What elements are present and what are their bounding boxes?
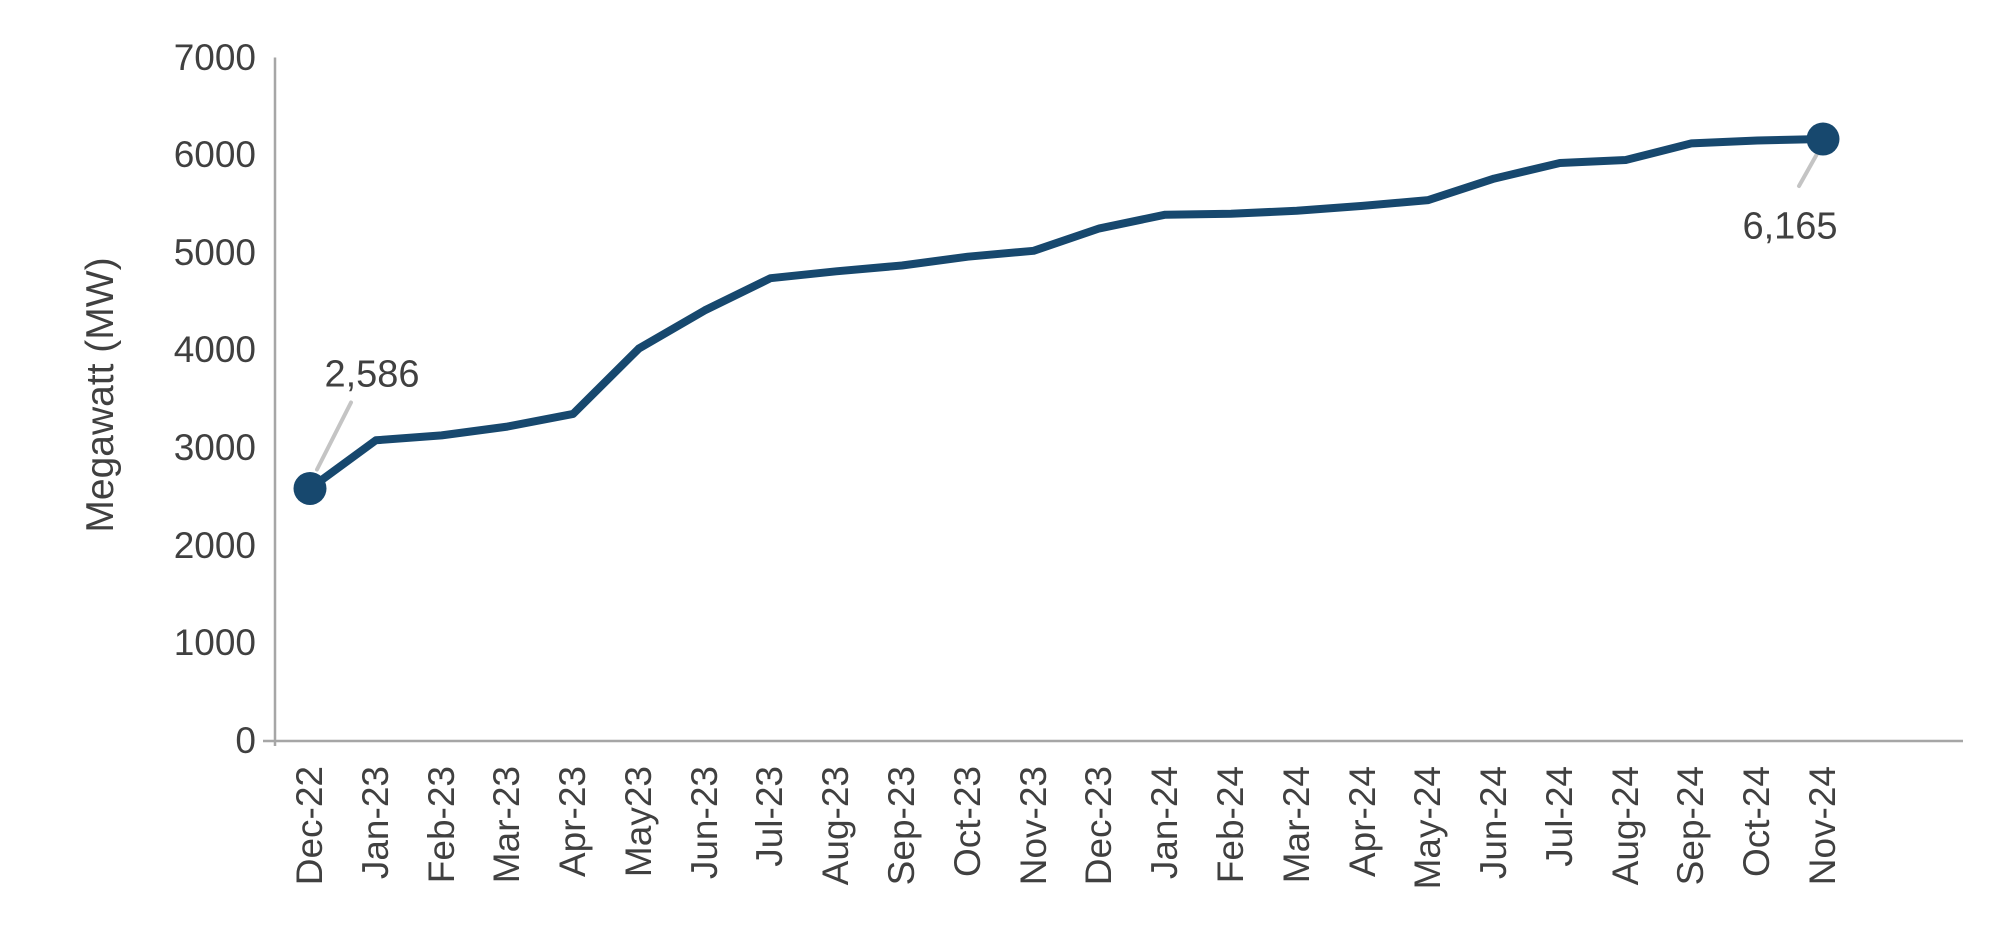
x-tick-label: Sep-23 xyxy=(881,766,923,886)
x-tick-label: Nov-24 xyxy=(1802,766,1843,886)
x-tick-label: Apr-24 xyxy=(1341,766,1383,878)
x-tick-label: Aug-24 xyxy=(1604,766,1646,886)
data-label-first-point: 2,586 xyxy=(324,353,420,396)
y-tick-label: 5000 xyxy=(173,231,256,273)
x-tick-label: Jul-23 xyxy=(749,766,791,867)
y-tick-label: 2000 xyxy=(173,524,256,566)
x-tick-label: Jul-24 xyxy=(1538,766,1580,867)
x-tick-label: Aug-23 xyxy=(815,766,857,886)
x-tick-label: Feb-24 xyxy=(1209,766,1251,884)
y-tick-label: 7000 xyxy=(173,36,256,78)
x-tick-label: Mar-24 xyxy=(1275,766,1317,884)
leader-line-first xyxy=(315,400,353,472)
x-tick-label: Jan-23 xyxy=(354,766,396,880)
y-tick-label: 6000 xyxy=(173,134,256,176)
x-tick-label: Oct-24 xyxy=(1736,766,1778,878)
x-tick-label: May23 xyxy=(617,766,659,878)
x-tick-label: Jun-24 xyxy=(1473,766,1515,880)
data-point-marker-last xyxy=(1806,122,1840,156)
x-tick-label: Apr-23 xyxy=(552,766,594,878)
x-tick-label: Mar-23 xyxy=(486,766,528,884)
x-tick-label: May-24 xyxy=(1407,766,1449,890)
data-point-marker-first xyxy=(293,471,327,505)
x-tick-label: Jan-24 xyxy=(1144,766,1186,880)
x-tick-label: Nov-23 xyxy=(1012,766,1054,886)
x-tick-label: Sep-24 xyxy=(1670,766,1712,886)
x-tick-label: Oct-23 xyxy=(946,766,988,878)
x-tick-label: Dec-23 xyxy=(1078,766,1120,886)
y-tick-label: 3000 xyxy=(173,427,256,469)
data-label-last-point: 6,165 xyxy=(1742,205,1838,248)
x-tick-label: Dec-22 xyxy=(289,766,330,886)
leader-line-last xyxy=(1797,152,1819,189)
x-tick-label: Feb-23 xyxy=(420,766,462,884)
y-tick-label: 4000 xyxy=(173,329,256,371)
x-tick-label: Jun-23 xyxy=(683,766,725,880)
series-line xyxy=(306,135,1827,493)
y-tick-label: 1000 xyxy=(173,622,256,664)
y-tick-label: 0 xyxy=(235,720,256,761)
